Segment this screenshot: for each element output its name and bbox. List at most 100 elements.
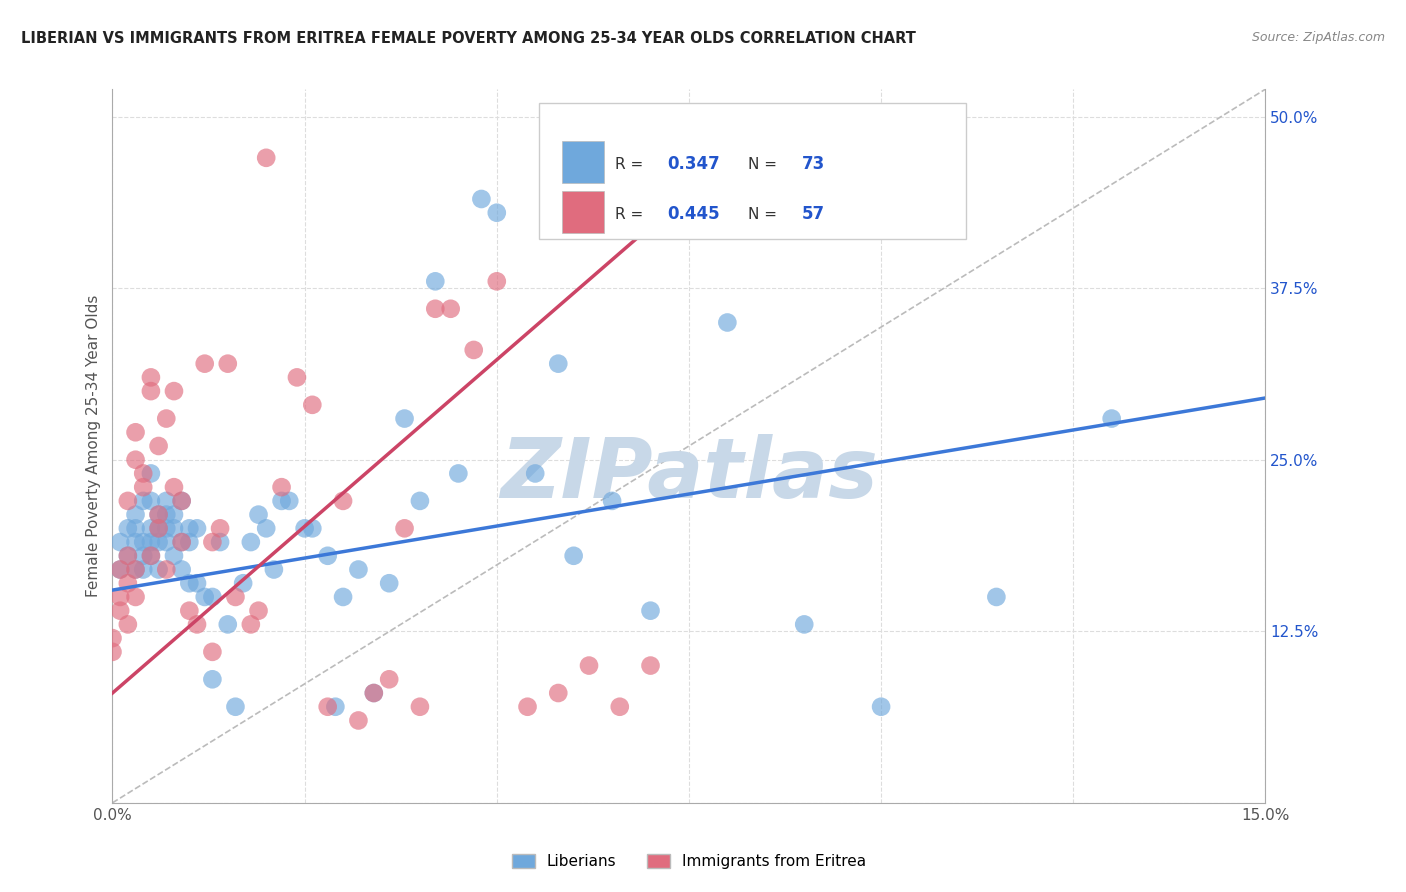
Point xyxy=(124,521,146,535)
Point xyxy=(117,521,139,535)
Point xyxy=(363,686,385,700)
Point xyxy=(148,535,170,549)
Text: ZIPatlas: ZIPatlas xyxy=(501,434,877,515)
Point xyxy=(347,714,370,728)
Point xyxy=(124,508,146,522)
Point xyxy=(170,562,193,576)
Point xyxy=(239,617,262,632)
Point xyxy=(470,192,492,206)
Point xyxy=(440,301,463,316)
Point xyxy=(170,494,193,508)
Point xyxy=(108,604,131,618)
Point xyxy=(124,535,146,549)
Point xyxy=(316,549,339,563)
Point xyxy=(640,604,662,618)
Point xyxy=(101,631,124,645)
Point xyxy=(155,411,177,425)
Point xyxy=(179,604,201,618)
Point xyxy=(155,535,177,549)
Point xyxy=(139,521,162,535)
Point xyxy=(148,521,170,535)
Point xyxy=(425,301,447,316)
Point xyxy=(155,508,177,522)
Point xyxy=(378,576,401,591)
Point xyxy=(332,590,354,604)
Point xyxy=(301,398,323,412)
Legend: Liberians, Immigrants from Eritrea: Liberians, Immigrants from Eritrea xyxy=(506,848,872,875)
Point xyxy=(117,549,139,563)
Point xyxy=(124,562,146,576)
Point xyxy=(163,549,186,563)
Point xyxy=(394,521,416,535)
Point xyxy=(394,411,416,425)
Point xyxy=(562,549,585,563)
FancyBboxPatch shape xyxy=(538,103,966,239)
Point xyxy=(209,521,232,535)
Point xyxy=(485,205,508,219)
Point xyxy=(155,494,177,508)
Point xyxy=(132,535,155,549)
Point xyxy=(170,535,193,549)
Point xyxy=(108,562,131,576)
Point xyxy=(378,673,401,687)
Point xyxy=(139,549,162,563)
Point xyxy=(1101,411,1123,425)
Point xyxy=(148,508,170,522)
Point xyxy=(179,576,201,591)
Point xyxy=(425,274,447,288)
Point xyxy=(263,562,285,576)
Text: 0.347: 0.347 xyxy=(666,155,720,173)
Point xyxy=(170,535,193,549)
Text: 57: 57 xyxy=(801,205,825,223)
Point xyxy=(301,521,323,535)
Point xyxy=(186,617,208,632)
FancyBboxPatch shape xyxy=(562,141,603,184)
Point xyxy=(640,658,662,673)
Point xyxy=(132,467,155,481)
Point xyxy=(132,549,155,563)
Point xyxy=(793,617,815,632)
Point xyxy=(170,494,193,508)
Text: 0.445: 0.445 xyxy=(666,205,720,223)
Point xyxy=(224,590,246,604)
Point xyxy=(447,467,470,481)
Point xyxy=(316,699,339,714)
Point xyxy=(132,480,155,494)
Text: R =: R = xyxy=(616,157,648,171)
Point xyxy=(270,494,292,508)
Point xyxy=(139,494,162,508)
Point xyxy=(117,576,139,591)
Text: N =: N = xyxy=(748,157,782,171)
Point xyxy=(224,699,246,714)
Point xyxy=(139,535,162,549)
Point xyxy=(516,699,538,714)
FancyBboxPatch shape xyxy=(562,191,603,234)
Point xyxy=(232,576,254,591)
Point xyxy=(270,480,292,494)
Point xyxy=(254,151,277,165)
Point xyxy=(870,699,893,714)
Point xyxy=(108,590,131,604)
Point xyxy=(186,521,208,535)
Point xyxy=(108,535,131,549)
Point xyxy=(132,494,155,508)
Point xyxy=(139,370,162,384)
Point xyxy=(578,658,600,673)
Point xyxy=(179,521,201,535)
Point xyxy=(155,521,177,535)
Point xyxy=(148,508,170,522)
Point xyxy=(201,673,224,687)
Point xyxy=(194,357,217,371)
Text: LIBERIAN VS IMMIGRANTS FROM ERITREA FEMALE POVERTY AMONG 25-34 YEAR OLDS CORRELA: LIBERIAN VS IMMIGRANTS FROM ERITREA FEMA… xyxy=(21,31,915,46)
Point xyxy=(201,590,224,604)
Point xyxy=(117,617,139,632)
Point xyxy=(239,535,262,549)
Point xyxy=(325,699,347,714)
Point xyxy=(132,562,155,576)
Point xyxy=(485,274,508,288)
Point xyxy=(117,494,139,508)
Point xyxy=(163,521,186,535)
Point xyxy=(201,645,224,659)
Text: 73: 73 xyxy=(801,155,825,173)
Point xyxy=(409,699,432,714)
